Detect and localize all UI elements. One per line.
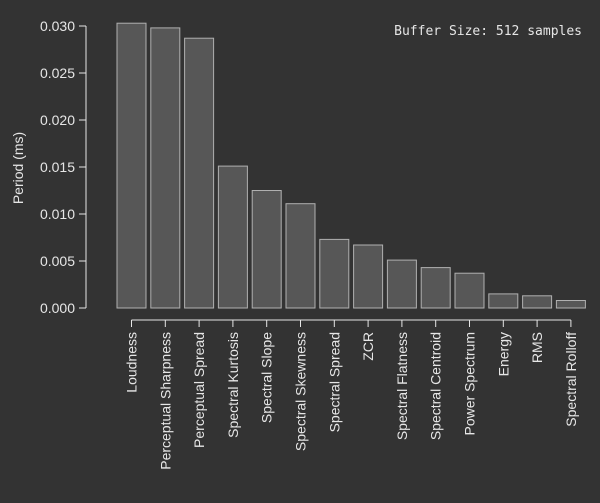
bar [150, 27, 181, 309]
x-tick-label: Spectral Slope [259, 332, 275, 423]
x-tick-label: Spectral Kurtosis [225, 332, 241, 438]
bar [386, 259, 417, 309]
x-tick-label: Energy [495, 332, 511, 376]
bar [353, 244, 384, 309]
bar [217, 165, 248, 309]
bar [555, 300, 586, 309]
bar [319, 238, 350, 309]
x-tick-label: Spectral Spread [326, 332, 342, 432]
buffer-size-annotation: Buffer Size: 512 samples [394, 24, 582, 39]
bar [184, 37, 215, 309]
bar [488, 293, 519, 309]
x-tick-label: RMS [529, 332, 545, 363]
bar [116, 22, 147, 309]
y-tick-label: 0.010 [40, 206, 75, 222]
x-tick-label: ZCR [360, 332, 376, 361]
x-tick-label: Loudness [124, 332, 140, 393]
y-axis: 0.000 0.005 0.010 0.015 0.020 0.025 0.030 [40, 18, 87, 316]
bar [251, 190, 282, 309]
y-tick-label: 0.015 [40, 159, 75, 175]
bar [522, 295, 553, 309]
x-tick-label: Power Spectrum [462, 332, 478, 435]
x-tick-label: Spectral Rolloff [563, 332, 579, 427]
x-axis: Loudness Perceptual Sharpness Perceptual S… [124, 319, 579, 470]
bar [454, 272, 485, 309]
y-tick-label: 0.030 [40, 18, 75, 34]
bars [116, 22, 586, 309]
y-tick-label: 0.000 [40, 300, 75, 316]
bar [285, 203, 316, 309]
y-axis-label: Period (ms) [10, 132, 26, 204]
y-tick-label: 0.025 [40, 65, 75, 81]
x-tick-label: Spectral Flatness [394, 332, 410, 440]
bar [420, 267, 451, 309]
x-tick-label: Spectral Centroid [428, 332, 444, 440]
x-tick-label: Spectral Skewness [293, 332, 309, 451]
y-tick-label: 0.005 [40, 253, 75, 269]
y-tick-label: 0.020 [40, 112, 75, 128]
x-tick-label: Perceptual Spread [191, 332, 207, 448]
x-tick-label: Perceptual Sharpness [157, 332, 173, 470]
